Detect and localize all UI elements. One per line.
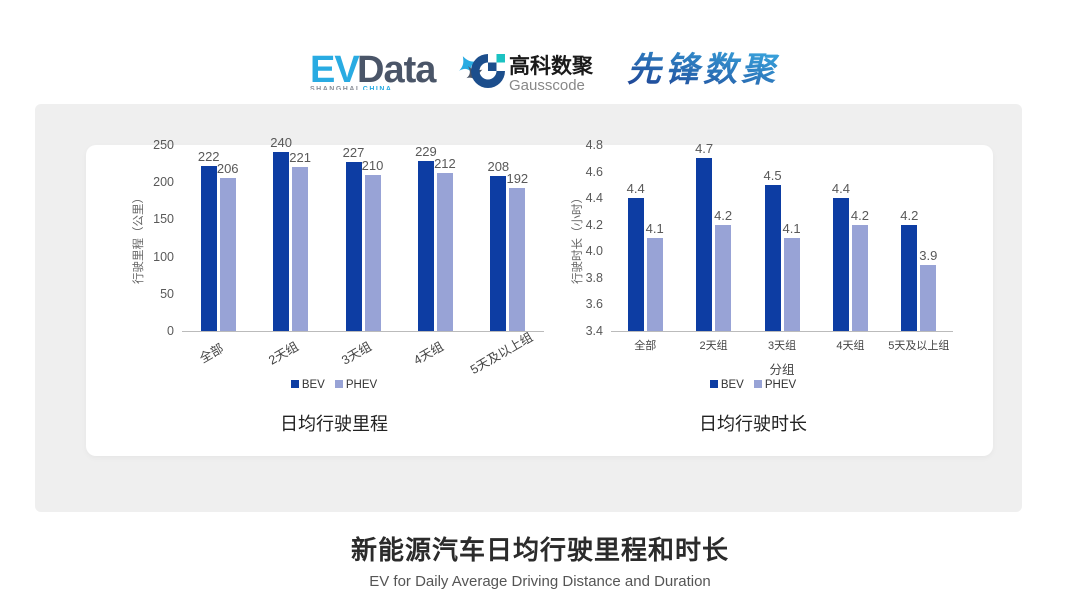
svg-text:先锋数聚: 先锋数聚 — [627, 51, 780, 89]
svg-text:高科数聚: 高科数聚 — [509, 54, 594, 78]
svg-text:Data: Data — [357, 49, 437, 90]
svg-text:EV: EV — [310, 49, 360, 90]
svg-text:SHANGHAI CHINA: SHANGHAI CHINA — [310, 86, 392, 90]
svg-text:Gausscode: Gausscode — [509, 77, 585, 90]
